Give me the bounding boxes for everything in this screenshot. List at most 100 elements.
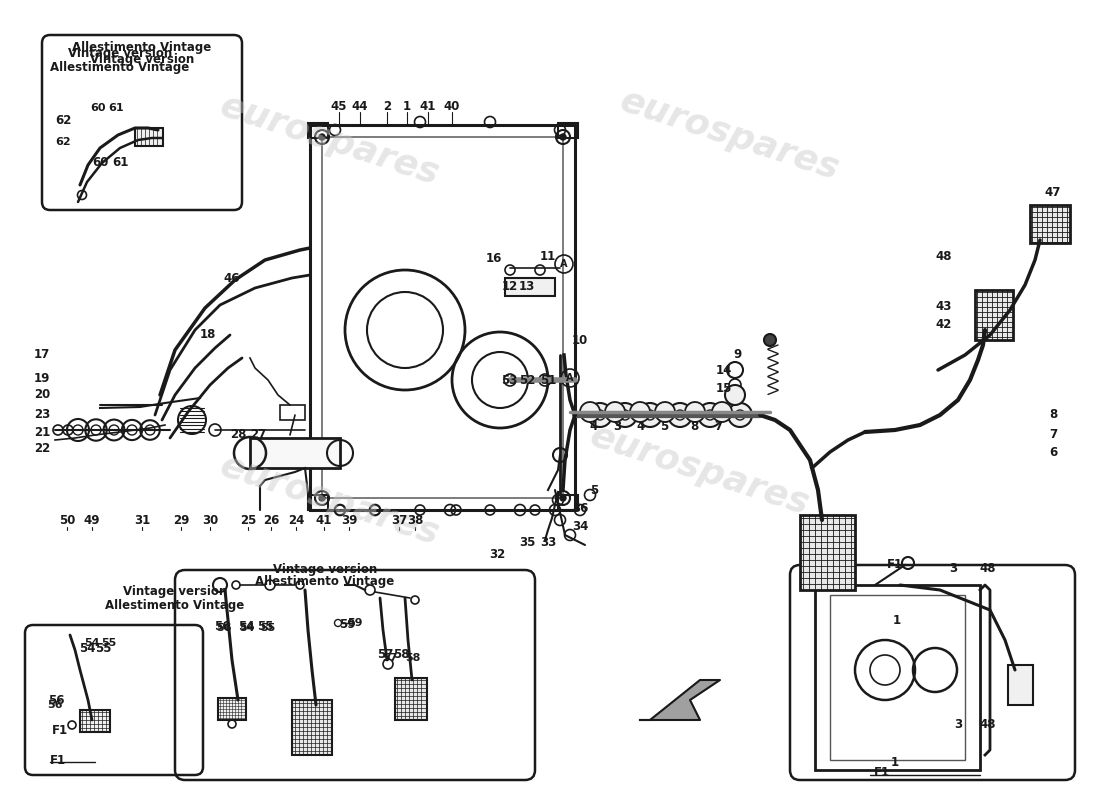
Text: 56: 56 (47, 694, 64, 706)
Text: 18: 18 (200, 329, 217, 342)
Text: 14: 14 (716, 365, 733, 378)
Text: 1: 1 (891, 755, 899, 769)
Text: 36: 36 (572, 502, 588, 514)
Text: 43: 43 (936, 301, 953, 314)
Text: 62: 62 (55, 114, 72, 126)
Text: Allestimento Vintage: Allestimento Vintage (51, 62, 189, 74)
Text: Vintage version: Vintage version (123, 585, 227, 598)
Text: 56: 56 (47, 700, 63, 710)
Text: 6: 6 (1049, 446, 1057, 459)
Text: 51: 51 (540, 374, 557, 386)
Bar (505, 278, 556, 296)
Text: 20: 20 (34, 389, 51, 402)
Text: 12: 12 (502, 281, 518, 294)
Bar (308, 495, 328, 510)
Bar (292, 700, 332, 755)
Text: Allestimento Vintage: Allestimento Vintage (106, 598, 244, 611)
Text: 56: 56 (217, 623, 232, 633)
Text: Vintage version: Vintage version (90, 54, 194, 66)
Circle shape (685, 402, 705, 422)
Text: 37: 37 (390, 514, 407, 526)
Circle shape (613, 403, 637, 427)
Bar (1030, 205, 1070, 243)
Text: 39: 39 (341, 514, 358, 526)
Text: 50: 50 (58, 514, 75, 526)
Text: F1: F1 (50, 754, 66, 766)
Text: 58: 58 (393, 649, 409, 662)
Bar (975, 290, 1013, 340)
Text: 57: 57 (383, 653, 398, 663)
Text: 48: 48 (980, 718, 997, 730)
Text: 5: 5 (660, 421, 668, 434)
Text: 47: 47 (1045, 186, 1062, 198)
Text: 41: 41 (316, 514, 332, 526)
Bar (250, 438, 340, 468)
Text: 44: 44 (352, 99, 368, 113)
Circle shape (560, 134, 566, 140)
Circle shape (728, 403, 752, 427)
Text: 62: 62 (55, 137, 70, 147)
Circle shape (654, 402, 675, 422)
Text: 34: 34 (572, 521, 588, 534)
Text: 26: 26 (263, 514, 279, 526)
Text: eurospares: eurospares (216, 449, 444, 551)
Bar (218, 698, 246, 720)
Text: 3: 3 (949, 562, 957, 574)
Text: 59: 59 (348, 618, 363, 628)
Text: 9: 9 (733, 347, 741, 361)
Bar (310, 125, 575, 510)
Text: F1: F1 (873, 766, 890, 778)
Text: 27: 27 (250, 429, 266, 442)
Text: 40: 40 (443, 99, 460, 113)
Circle shape (319, 134, 324, 140)
Text: Vintage version: Vintage version (68, 47, 172, 61)
Text: 55: 55 (256, 621, 273, 634)
Text: 57: 57 (377, 649, 393, 662)
Text: Allestimento Vintage: Allestimento Vintage (255, 574, 395, 587)
Text: 1: 1 (403, 99, 411, 113)
Text: 55: 55 (101, 638, 117, 648)
Circle shape (712, 402, 732, 422)
Text: 53: 53 (500, 374, 517, 386)
Text: 59: 59 (339, 618, 355, 631)
Circle shape (560, 495, 566, 501)
Text: Vintage version: Vintage version (273, 563, 377, 577)
Text: 56: 56 (213, 621, 230, 634)
Text: 54: 54 (85, 638, 100, 648)
Text: 1: 1 (893, 614, 901, 626)
Circle shape (638, 403, 662, 427)
Text: 16: 16 (486, 251, 503, 265)
Circle shape (725, 385, 745, 405)
Text: 19: 19 (34, 371, 51, 385)
Text: 23: 23 (34, 409, 51, 422)
Text: 3: 3 (613, 421, 621, 434)
Text: 5: 5 (590, 483, 598, 497)
Polygon shape (640, 680, 720, 720)
Circle shape (605, 402, 625, 422)
Text: 15: 15 (716, 382, 733, 394)
Text: 4: 4 (637, 421, 645, 434)
Text: eurospares: eurospares (586, 418, 814, 522)
Text: 52: 52 (519, 374, 536, 386)
Bar (830, 595, 965, 760)
Text: 21: 21 (34, 426, 51, 438)
Text: A: A (560, 259, 568, 269)
Text: 31: 31 (134, 514, 150, 526)
Text: 3: 3 (954, 718, 962, 730)
Text: 8: 8 (1049, 409, 1057, 422)
Text: 28: 28 (230, 429, 246, 442)
Text: 46: 46 (223, 271, 240, 285)
Text: 17: 17 (34, 349, 51, 362)
Text: 11: 11 (540, 250, 557, 262)
Circle shape (319, 495, 324, 501)
Text: 54: 54 (79, 642, 96, 654)
Bar (322, 137, 563, 498)
Bar (558, 495, 578, 510)
Bar (815, 585, 980, 770)
Text: 48: 48 (936, 250, 953, 262)
Circle shape (764, 334, 776, 346)
Text: 24: 24 (288, 514, 305, 526)
Circle shape (588, 403, 612, 427)
Text: 60: 60 (90, 103, 106, 113)
Bar (280, 405, 305, 420)
